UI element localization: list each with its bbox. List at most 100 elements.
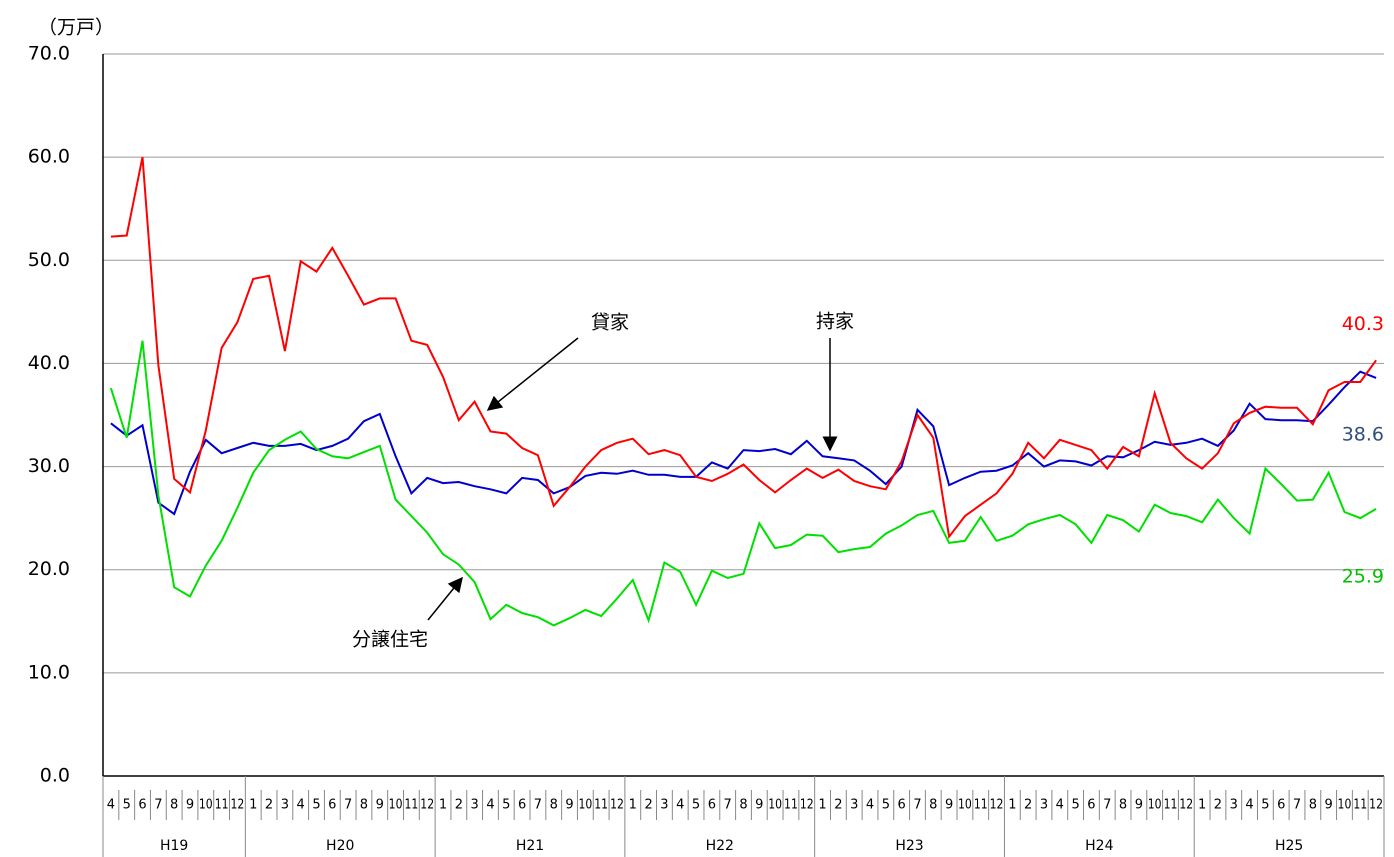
x-tick-label: 7 (534, 798, 542, 813)
x-tick-label: 4 (866, 798, 874, 813)
year-label: H20 (326, 838, 354, 854)
x-tick-label: 7 (724, 798, 732, 813)
x-tick-label: 3 (850, 798, 858, 813)
series-line (110, 156, 1377, 540)
x-tick-label: 5 (123, 798, 131, 813)
x-tick-label: 12 (420, 798, 434, 813)
x-tick-label: 9 (186, 798, 194, 813)
x-tick-label: 9 (565, 798, 573, 813)
x-tick-label: 4 (107, 798, 115, 813)
end-value-label: 38.6 (1342, 423, 1384, 445)
y-tick-label: 30.0 (28, 455, 70, 477)
x-tick-label: 11 (594, 798, 608, 813)
x-tick-label: 9 (1135, 798, 1143, 813)
annotation-arrow (427, 576, 463, 621)
x-tick-label: 7 (154, 798, 162, 813)
x-tick-label: 7 (1103, 798, 1111, 813)
y-tick-label: 0.0 (40, 765, 70, 787)
series-annotation: 持家 (816, 311, 854, 333)
year-label: H21 (516, 838, 544, 854)
x-tick-label: 5 (312, 798, 320, 813)
x-tick-label: 6 (1087, 798, 1095, 813)
series-line (110, 370, 1377, 516)
series-line (109, 340, 1377, 627)
year-label: H25 (1275, 838, 1303, 854)
x-tick-label: 5 (1071, 798, 1079, 813)
x-tick-label: 10 (1338, 798, 1352, 813)
end-value-label: 40.3 (1342, 313, 1384, 335)
x-tick-label: 12 (800, 798, 814, 813)
x-tick-label: 1 (439, 798, 447, 813)
x-tick-label: 7 (913, 798, 921, 813)
x-tick-label: 1 (249, 798, 257, 813)
x-tick-label: 2 (834, 798, 842, 813)
x-tick-label: 8 (1309, 798, 1317, 813)
x-tick-label: 1 (629, 798, 637, 813)
x-tick-label: 1 (818, 798, 826, 813)
x-tick-label: 3 (1040, 798, 1048, 813)
x-tick-label: 5 (502, 798, 510, 813)
x-tick-label: 10 (199, 798, 213, 813)
x-tick-label: 6 (328, 798, 336, 813)
x-tick-label: 11 (1164, 798, 1178, 813)
x-tick-label: 1 (1198, 798, 1206, 813)
x-tick-label: 4 (297, 798, 305, 813)
x-tick-label: 3 (471, 798, 479, 813)
x-tick-label: 2 (265, 798, 273, 813)
x-tick-label: 1 (1008, 798, 1016, 813)
annotation-arrow (486, 337, 579, 411)
x-tick-label: 6 (138, 798, 146, 813)
x-tick-label: 10 (768, 798, 782, 813)
x-tick-label: 8 (929, 798, 937, 813)
y-tick-label: 50.0 (28, 249, 70, 271)
x-tick-label: 8 (550, 798, 558, 813)
x-tick-label: 4 (486, 798, 494, 813)
x-tick-label: 10 (958, 798, 972, 813)
y-tick-label: 10.0 (28, 661, 70, 683)
year-label: H24 (1085, 838, 1113, 854)
x-tick-label: 2 (644, 798, 652, 813)
x-tick-label: 8 (170, 798, 178, 813)
x-tick-label: 6 (898, 798, 906, 813)
y-tick-label: 20.0 (28, 558, 70, 580)
y-tick-label: 40.0 (28, 352, 70, 374)
x-tick-label: 12 (1179, 798, 1193, 813)
x-tick-label: 8 (739, 798, 747, 813)
x-tick-label: 7 (1293, 798, 1301, 813)
x-tick-label: 9 (945, 798, 953, 813)
x-tick-label: 10 (1148, 798, 1162, 813)
x-tick-label: 12 (1369, 798, 1383, 813)
x-tick-label: 6 (518, 798, 526, 813)
x-tick-label: 11 (215, 798, 229, 813)
x-tick-label: 8 (1119, 798, 1127, 813)
x-tick-label: 3 (281, 798, 289, 813)
x-tick-label: 9 (755, 798, 763, 813)
x-tick-label: 10 (389, 798, 403, 813)
x-tick-label: 11 (1353, 798, 1367, 813)
x-tick-label: 4 (1245, 798, 1253, 813)
x-tick-label: 12 (610, 798, 624, 813)
x-tick-label: 4 (676, 798, 684, 813)
x-tick-label: 8 (360, 798, 368, 813)
y-tick-label: 60.0 (28, 146, 70, 168)
x-tick-label: 5 (1261, 798, 1269, 813)
x-tick-label: 9 (376, 798, 384, 813)
x-tick-label: 2 (1024, 798, 1032, 813)
end-value-label: 25.9 (1342, 565, 1384, 587)
x-tick-label: 10 (578, 798, 592, 813)
x-tick-label: 2 (455, 798, 463, 813)
x-tick-label: 11 (784, 798, 798, 813)
year-label: H19 (160, 838, 188, 854)
x-tick-label: 5 (692, 798, 700, 813)
x-tick-label: 3 (1230, 798, 1238, 813)
y-tick-label: 70.0 (28, 43, 70, 65)
x-tick-label: 12 (990, 798, 1004, 813)
x-tick-label: 6 (1277, 798, 1285, 813)
x-tick-label: 5 (882, 798, 890, 813)
x-tick-label: 9 (1325, 798, 1333, 813)
year-label: H23 (895, 838, 923, 854)
x-tick-label: 4 (1056, 798, 1064, 813)
x-tick-label: 7 (344, 798, 352, 813)
x-tick-label: 12 (231, 798, 245, 813)
